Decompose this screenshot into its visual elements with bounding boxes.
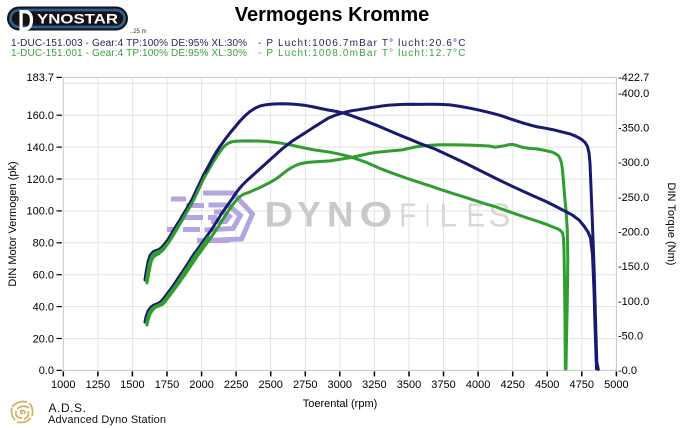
svg-text:2500: 2500 [258, 379, 282, 391]
svg-text:-422.7: -422.7 [618, 72, 649, 84]
svg-text:YNOSTAR: YNOSTAR [37, 11, 118, 27]
svg-text:N: N [327, 196, 354, 235]
svg-text:O: O [360, 196, 393, 235]
svg-text:DIN Torque (Nm): DIN Torque (Nm) [665, 183, 677, 266]
svg-text:2250: 2250 [224, 379, 248, 391]
svg-text:80.0: 80.0 [33, 238, 54, 250]
svg-text:60.0: 60.0 [33, 270, 54, 282]
svg-text:1000: 1000 [51, 379, 75, 391]
svg-text:-0.0: -0.0 [618, 365, 637, 377]
svg-text:L: L [439, 198, 457, 235]
svg-text:F: F [399, 198, 416, 235]
svg-text:0.0: 0.0 [39, 365, 54, 377]
svg-text:5000: 5000 [604, 379, 628, 391]
svg-text:-350.0: -350.0 [618, 123, 649, 135]
svg-text:4250: 4250 [500, 379, 524, 391]
svg-text:D: D [18, 5, 34, 38]
svg-text:183.7: 183.7 [26, 72, 54, 84]
svg-text:20.0: 20.0 [33, 333, 54, 345]
svg-text:140.0: 140.0 [26, 142, 54, 154]
svg-text:I: I [425, 198, 430, 235]
svg-text:A.D.S.: A.D.S. [49, 401, 87, 415]
svg-text:-250.0: -250.0 [618, 192, 649, 204]
svg-text:100.0: 100.0 [26, 206, 54, 218]
svg-text:3500: 3500 [397, 379, 421, 391]
svg-text:E: E [467, 198, 486, 235]
svg-text:Advanced Dyno Station: Advanced Dyno Station [48, 414, 166, 426]
svg-text:-400.0: -400.0 [618, 88, 649, 100]
svg-text:1750: 1750 [155, 379, 179, 391]
svg-text:-200.0: -200.0 [618, 227, 649, 239]
svg-text:4000: 4000 [466, 379, 490, 391]
svg-text:-100.0: -100.0 [618, 296, 649, 308]
svg-text:3000: 3000 [328, 379, 352, 391]
svg-text:DIN Motor Vermogen (pk): DIN Motor Vermogen (pk) [7, 161, 19, 286]
svg-text:Toerental (rpm): Toerental (rpm) [303, 398, 378, 410]
svg-text:4750: 4750 [570, 379, 594, 391]
svg-text:2750: 2750 [293, 379, 317, 391]
svg-text:4500: 4500 [535, 379, 559, 391]
svg-text:1500: 1500 [120, 379, 144, 391]
svg-text:120.0: 120.0 [26, 174, 54, 186]
svg-text:-50.0: -50.0 [618, 331, 643, 343]
svg-text:3250: 3250 [362, 379, 386, 391]
svg-text:-300.0: -300.0 [618, 157, 649, 169]
svg-text:Y: Y [297, 196, 321, 235]
svg-text:1250: 1250 [86, 379, 110, 391]
svg-text:2000: 2000 [189, 379, 213, 391]
svg-text:D: D [265, 196, 294, 235]
svg-text:-150.0: -150.0 [618, 261, 649, 273]
svg-text:40.0: 40.0 [33, 301, 54, 313]
svg-text:160.0: 160.0 [26, 110, 54, 122]
svg-text:S: S [489, 198, 511, 235]
svg-text:3750: 3750 [431, 379, 455, 391]
svg-text:..25 m: ..25 m [130, 29, 147, 35]
